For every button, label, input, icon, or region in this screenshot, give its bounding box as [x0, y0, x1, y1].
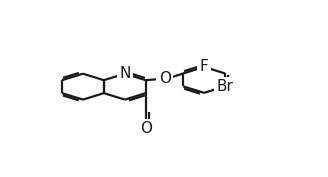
Text: F: F [200, 59, 209, 75]
Text: Br: Br [216, 79, 234, 94]
Text: N: N [119, 66, 131, 81]
Text: O: O [159, 71, 171, 86]
Text: O: O [140, 121, 152, 136]
